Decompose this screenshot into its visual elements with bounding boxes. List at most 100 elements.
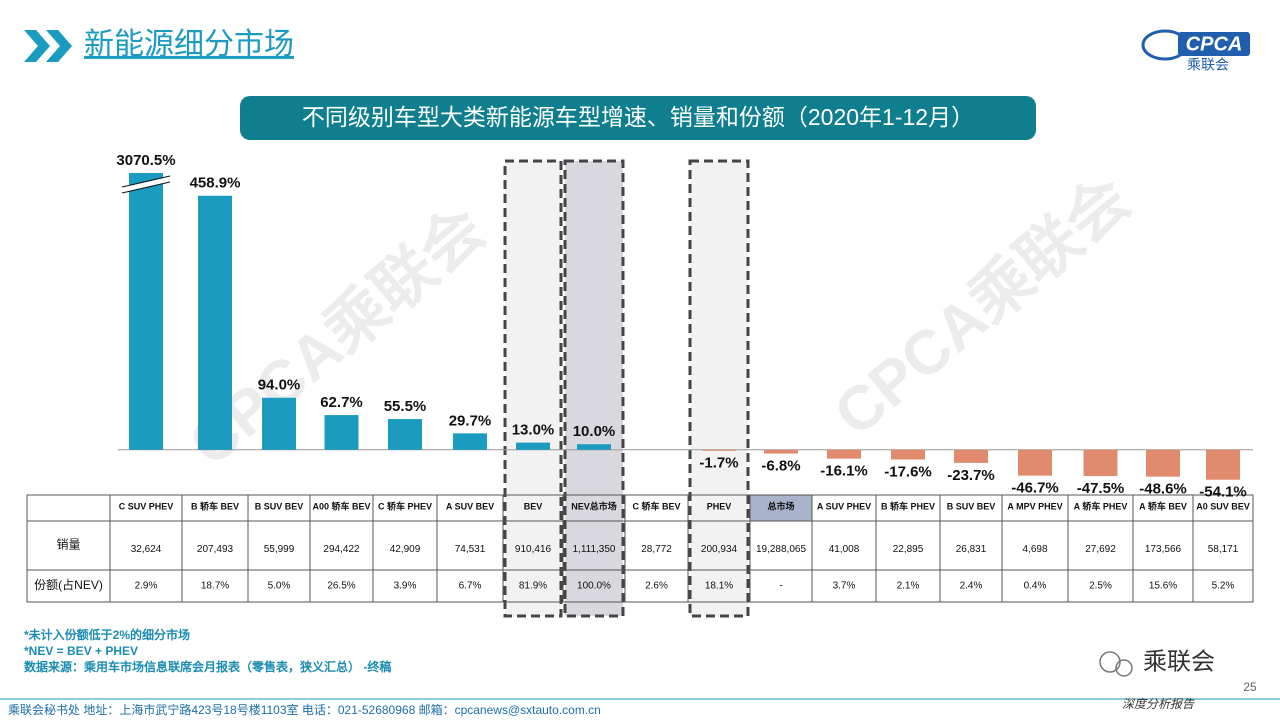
bar [1206,449,1240,480]
table-cell: 0.4% [1024,581,1047,592]
value-label: -54.1% [1199,484,1247,501]
table-cell: 2.6% [645,581,668,592]
x-tick-label: B SUV BEV [947,501,996,511]
table-cell: 3.9% [394,581,417,592]
table-cell: 294,422 [323,544,360,555]
axis-break [124,177,168,192]
table-cell: 55,999 [264,544,295,555]
wechat-icon [1115,659,1133,677]
table-cell: 100.0% [577,581,611,592]
table-cell: 74,531 [455,544,486,555]
table-cell: 5.0% [268,581,291,592]
x-tick-label: B 轿车 BEV [191,500,239,511]
bar [129,173,163,450]
bar [827,449,861,459]
axis-break [121,175,171,188]
value-label: 3070.5% [116,152,175,169]
bar [1146,449,1180,477]
note: 数据来源：乘用车市场信息联席会月报表（零售表，狭义汇总） -终稿 [24,659,391,674]
bar [324,415,359,450]
footer-address: 乘联会秘书处 地址：上海市武宁路423号18号楼1103室 电话：021-526… [8,702,601,717]
axis-break [121,181,171,194]
note: *NEV = BEV + PHEV [24,644,138,658]
table-cell: 18.1% [705,581,733,592]
table-cell: 32,624 [131,544,162,555]
value-label: -1.7% [699,455,738,472]
table-cell: 22,895 [893,544,924,555]
logo-box [1178,32,1250,56]
x-tick-label: PHEV [707,501,732,511]
table-cell: - [779,581,782,592]
x-tick-label: A0 SUV BEV [1196,501,1250,511]
value-label: -23.7% [947,467,995,484]
x-tick-label: A SUV PHEV [817,501,871,511]
table-cell: 28,772 [641,544,672,555]
bar [388,419,422,450]
row-label: 销量 [56,538,80,552]
row-label: 份额(占NEV) [34,577,103,592]
table-cell: 81.9% [519,581,547,592]
value-label: 458.9% [190,175,241,192]
bar [453,433,487,450]
highlight-box [688,159,750,618]
wechat-name: 乘联会 [1143,648,1215,675]
header-highlight [750,495,812,521]
table-cell: 2.4% [960,581,983,592]
bar [198,195,232,450]
x-tick-label: A 轿车 BEV [1139,500,1187,511]
logo-subtext: 乘联会 [1187,57,1229,73]
chart-title-box [240,96,1036,140]
page-number: 25 [1243,680,1257,694]
watermark: CPCA乘联会 [822,164,1143,449]
table-cell: 3.7% [833,581,856,592]
x-tick-label: A MPV PHEV [1007,501,1062,511]
x-tick-label: C 轿车 PHEV [378,500,432,511]
table-cell: 5.2% [1212,581,1235,592]
x-tick-label: B SUV BEV [255,501,304,511]
value-label: 62.7% [320,394,363,411]
x-tick-label: B 轿车 PHEV [881,500,935,511]
x-tick-label: BEV [524,501,543,511]
highlight-box [563,159,625,618]
value-label: 13.0% [512,422,555,439]
value-label: -47.5% [1077,480,1125,497]
table-cell: 18.7% [201,581,229,592]
value-label: 94.0% [258,377,301,394]
bar [262,397,296,450]
table-cell: 42,909 [390,544,421,555]
table-cell: 207,493 [197,544,234,555]
note: *未计入份额低于2%的细分市场 [24,627,190,642]
table-cell: 19,288,065 [756,544,806,555]
table-cell: 6.7% [459,581,482,592]
bar [577,444,611,450]
value-label: -16.1% [820,463,868,480]
x-tick-label: NEV总市场 [571,500,617,511]
value-label: 29.7% [449,412,492,429]
report-label: 深度分析报告 [1122,697,1195,711]
table-cell: 200,934 [701,544,738,555]
chart-title: 不同级别车型大类新能源车型增速、销量和份额（2020年1-12月） [302,104,974,130]
bar [764,449,798,454]
bar [1018,449,1052,476]
wechat-icon [1099,651,1121,673]
table-cell: 58,171 [1208,544,1239,555]
x-tick-label: A00 轿车 BEV [312,500,370,511]
table-cell: 2.5% [1089,581,1112,592]
x-tick-label: C 轿车 BEV [632,500,680,511]
table-cell: 1,111,350 [572,544,615,555]
value-label: -17.6% [884,463,932,480]
x-tick-label: C SUV PHEV [119,501,174,511]
logo-text: CPCA [1186,33,1243,55]
value-label: 55.5% [384,398,427,415]
table-cell: 26.5% [327,581,355,592]
table-cell: 27,692 [1085,544,1116,555]
table-cell: 15.6% [1149,581,1177,592]
page-title: 新能源细分市场 [84,28,294,61]
highlight-box [503,159,563,618]
value-label: -46.7% [1011,480,1059,497]
bar [1083,449,1118,477]
table-cell: 26,831 [956,544,987,555]
table-cell: 2.1% [897,581,920,592]
